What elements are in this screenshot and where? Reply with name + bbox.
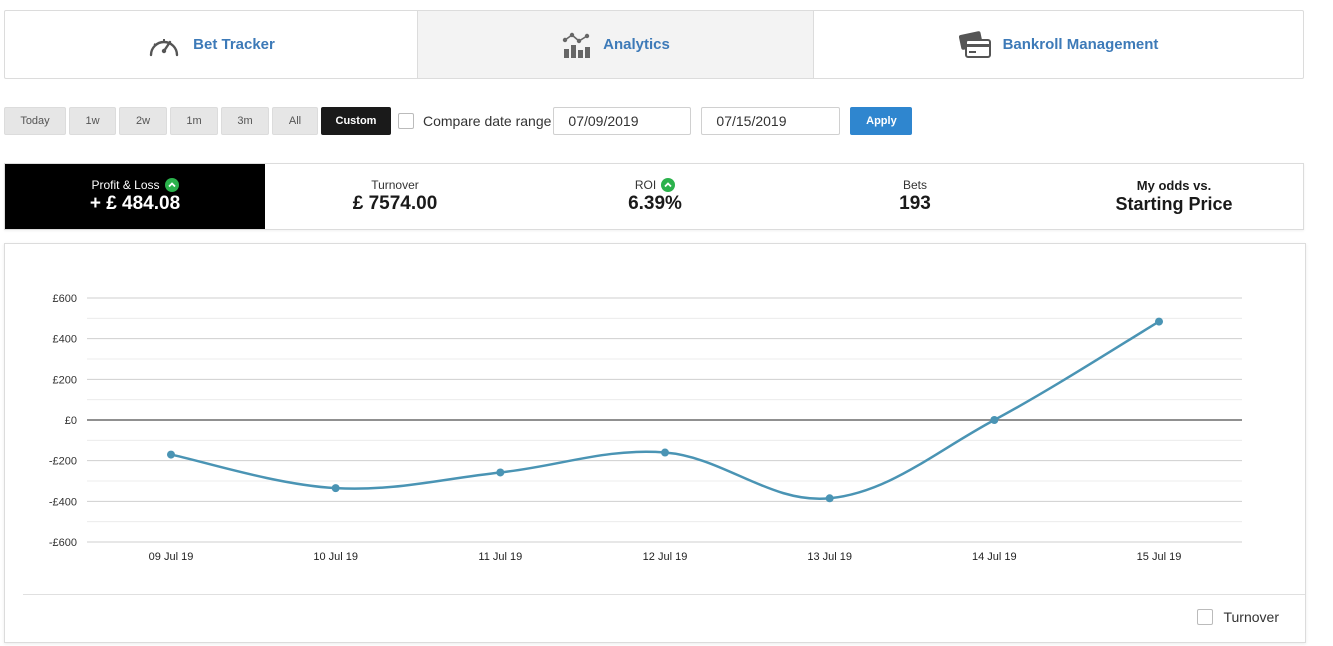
y-tick-label: £600: [53, 293, 77, 305]
tab-label: Bet Tracker: [193, 36, 275, 53]
stats-bar: Profit & Loss + £ 484.08 Turnover £ 7574…: [4, 163, 1304, 230]
data-point: [331, 484, 340, 493]
range-3m-button[interactable]: 3m: [221, 107, 269, 135]
stat-value: Starting Price: [1115, 194, 1233, 214]
tab-label: Analytics: [603, 36, 670, 53]
data-point: [167, 450, 175, 459]
legend-divider: [23, 594, 1305, 595]
data-point: [1155, 317, 1163, 326]
range-1m-button[interactable]: 1m: [170, 107, 218, 135]
trend-up-icon: [164, 178, 179, 192]
y-tick-label: £400: [53, 334, 77, 346]
x-tick-label: 15 Jul 19: [1137, 551, 1182, 563]
stat-value: + £ 484.08: [89, 193, 181, 214]
chart-legend: Turnover: [1197, 609, 1279, 625]
stat-label: Turnover: [371, 178, 419, 192]
x-tick-label: 12 Jul 19: [643, 551, 688, 563]
turnover-toggle-checkbox[interactable]: [1197, 609, 1214, 625]
y-tick-label: £200: [53, 374, 77, 386]
stat-label: ROI: [634, 178, 657, 192]
y-tick-label: -£400: [49, 496, 77, 508]
stat-value: £ 7574.00: [352, 193, 438, 214]
date-from-input[interactable]: [553, 107, 692, 135]
stat-label: My odds vs.: [1136, 178, 1212, 193]
tab-label: Bankroll Management: [1002, 36, 1159, 53]
y-tick-label: -£200: [49, 456, 77, 468]
legend-label: Turnover: [1223, 609, 1279, 625]
profit-loss-chart-panel: £600 £400 £200 £0 -£200 -£400 -£600 09 Jul 19 10…: [4, 243, 1306, 643]
main-tabs: Bet Tracker Analytics Bankroll Ma: [4, 10, 1304, 79]
x-tick-label: 10 Jul 19: [313, 551, 358, 563]
stat-odds-vs-sp[interactable]: My odds vs. Starting Price: [1045, 164, 1303, 229]
tab-bankroll-management[interactable]: Bankroll Management: [814, 11, 1303, 78]
data-point: [661, 448, 669, 457]
range-1w-button[interactable]: 1w: [69, 107, 116, 135]
cards-icon: [958, 29, 991, 61]
y-tick-label: -£600: [49, 537, 77, 549]
stat-turnover: Turnover £ 7574.00: [265, 164, 525, 229]
range-today-button[interactable]: Today: [4, 107, 66, 135]
range-all-button[interactable]: All: [272, 107, 318, 135]
stat-bets: Bets 193: [785, 164, 1045, 229]
tab-analytics[interactable]: Analytics: [417, 11, 814, 78]
range-custom-button[interactable]: Custom: [321, 107, 391, 135]
trend-up-icon: [661, 178, 676, 192]
compare-date-range: Compare date range: [398, 113, 551, 129]
x-tick-label: 13 Jul 19: [807, 551, 852, 563]
tab-bet-tracker[interactable]: Bet Tracker: [5, 11, 417, 78]
compare-date-range-label: Compare date range: [423, 113, 552, 129]
x-tick-label: 14 Jul 19: [972, 551, 1017, 563]
data-point: [825, 494, 834, 503]
stat-roi: ROI 6.39%: [525, 164, 785, 229]
date-filter-bar: Today 1w 2w 1m 3m All Custom Compare dat…: [4, 106, 913, 136]
stat-profit-loss: Profit & Loss + £ 484.08: [5, 164, 265, 229]
y-tick-label: £0: [65, 415, 77, 427]
profit-loss-chart: £600 £400 £200 £0 -£200 -£400 -£600 09 Jul 19 10…: [49, 293, 1242, 563]
speedometer-icon: [147, 31, 181, 59]
x-tick-label: 11 Jul 19: [478, 551, 522, 563]
range-2w-button[interactable]: 2w: [119, 107, 167, 135]
stat-label: Bets: [902, 178, 927, 192]
apply-button[interactable]: Apply: [850, 107, 913, 135]
series-line: [170, 320, 1160, 501]
data-point: [990, 416, 999, 424]
stat-value: 6.39%: [628, 193, 682, 214]
stat-label: Profit & Loss: [91, 178, 160, 192]
compare-date-range-checkbox[interactable]: [398, 113, 414, 129]
stat-value: 193: [899, 193, 931, 214]
date-to-input[interactable]: [701, 107, 841, 135]
analytics-chart-icon: [561, 31, 591, 59]
x-tick-label: 09 Jul 19: [149, 551, 194, 563]
data-point: [496, 468, 505, 477]
